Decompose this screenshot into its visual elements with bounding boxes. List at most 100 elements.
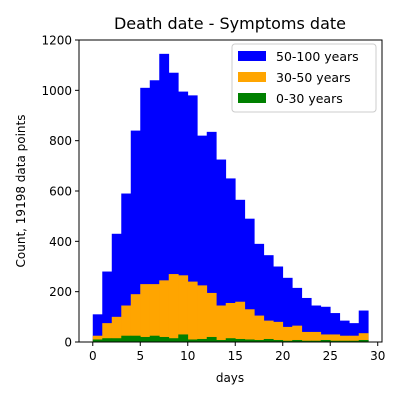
bar-series-1-bin-9: [178, 275, 189, 342]
bar-series-2-bin-14: [225, 338, 236, 342]
bar-series-1-bin-4: [130, 294, 141, 342]
bar-series-1-bin-19: [273, 321, 284, 342]
bar-series-2-bin-0: [92, 339, 103, 342]
bar-series-1-bin-17: [254, 315, 265, 342]
x-tick-label: 5: [136, 349, 144, 363]
bar-series-1-bin-26: [339, 335, 350, 342]
bar-series-1-bin-7: [159, 280, 170, 342]
y-tick-label: 0: [64, 336, 72, 350]
bar-series-0-bin-27: [349, 323, 360, 343]
bar-series-2-bin-17: [254, 339, 265, 342]
bar-series-2-bin-24: [320, 339, 331, 342]
bar-series-0-bin-9: [178, 91, 189, 342]
bar-series-0-bin-7: [159, 53, 170, 343]
bar-series-2-bin-19: [273, 339, 284, 342]
bar-series-1-bin-6: [149, 284, 160, 342]
bar-series-2-bin-1: [102, 338, 113, 342]
bar-series-1-bin-0: [92, 335, 103, 342]
bar-series-1-bin-13: [216, 305, 227, 342]
bar-series-0-bin-24: [320, 306, 331, 342]
bar-series-2-bin-10: [187, 339, 198, 342]
bar-series-2-bin-27: [349, 340, 360, 342]
bar-series-1-bin-2: [111, 316, 122, 342]
bar-series-2-bin-9: [178, 334, 189, 342]
y-tick-label: 600: [49, 185, 72, 199]
bar-series-2-bin-2: [111, 338, 122, 342]
bar-series-2-bin-8: [168, 338, 179, 342]
bar-series-1-bin-11: [197, 285, 208, 343]
bar-series-1-bin-5: [140, 284, 151, 342]
bar-series-2-bin-6: [149, 335, 160, 342]
bar-series-0-bin-21: [292, 287, 303, 342]
x-axis-label: days: [216, 371, 244, 385]
bar-series-2-bin-26: [339, 340, 350, 342]
bar-series-1-bin-15: [235, 301, 246, 342]
y-tick-label: 1200: [41, 34, 72, 48]
bar-series-1-bin-1: [102, 323, 113, 343]
bar-series-1-bin-14: [225, 302, 236, 342]
bar-series-0-bin-17: [254, 243, 265, 342]
bar-series-0-bin-26: [339, 320, 350, 342]
y-tick-label: 1000: [41, 84, 72, 98]
bars-group: [92, 53, 369, 343]
y-tick-label: 200: [49, 285, 72, 299]
x-tick-label: 10: [180, 349, 195, 363]
bar-series-0-bin-19: [273, 266, 284, 342]
bar-series-2-bin-3: [121, 335, 132, 342]
bar-series-0-bin-20: [282, 277, 293, 342]
legend-swatch: [238, 72, 266, 82]
bar-series-1-bin-28: [358, 333, 369, 342]
bar-series-0-bin-0: [92, 314, 103, 342]
bar-series-2-bin-18: [263, 338, 274, 342]
bar-series-2-bin-28: [358, 339, 369, 342]
bar-series-1-bin-20: [282, 326, 293, 342]
bar-series-0-bin-6: [149, 80, 160, 343]
x-axis-ticks: 0 5 10 15 20 25 30: [89, 342, 385, 363]
x-tick-label: 15: [228, 349, 243, 363]
bar-series-2-bin-20: [282, 340, 293, 342]
bar-series-2-bin-11: [197, 338, 208, 342]
bar-series-0-bin-11: [197, 135, 208, 342]
x-tick-label: 20: [275, 349, 290, 363]
bar-series-0-bin-4: [130, 130, 141, 342]
bar-series-2-bin-25: [330, 340, 341, 342]
bar-series-2-bin-13: [216, 339, 227, 342]
bar-series-2-bin-16: [244, 339, 255, 342]
bar-series-2-bin-21: [292, 339, 303, 342]
x-tick-label: 30: [370, 349, 385, 363]
bar-series-0-bin-18: [263, 255, 274, 342]
bar-series-1-bin-27: [349, 335, 360, 342]
bar-series-1-bin-12: [206, 292, 217, 342]
bar-series-1-bin-3: [121, 305, 132, 342]
bar-series-2-bin-7: [159, 336, 170, 342]
bar-series-1-bin-22: [301, 331, 312, 342]
bar-series-0-bin-2: [111, 233, 122, 342]
bar-series-0-bin-28: [358, 310, 369, 342]
bar-series-0-bin-10: [187, 95, 198, 343]
bar-series-2-bin-12: [206, 336, 217, 342]
bar-series-0-bin-14: [225, 178, 236, 342]
bar-series-1-bin-16: [244, 309, 255, 342]
bar-series-0-bin-15: [235, 199, 246, 342]
bar-series-0-bin-16: [244, 218, 255, 342]
bar-series-1-bin-25: [330, 334, 341, 342]
bar-series-1-bin-18: [263, 320, 274, 342]
bar-series-0-bin-8: [168, 72, 179, 342]
legend-swatch: [238, 93, 266, 103]
bar-series-0-bin-13: [216, 159, 227, 342]
chart-title: Death date - Symptoms date: [114, 14, 346, 33]
legend-frame: [231, 43, 377, 113]
legend: 50-100 years 30-50 years 0-30 years: [231, 43, 377, 113]
bar-series-1-bin-24: [320, 334, 331, 342]
y-axis-label: Count, 19198 data points: [14, 115, 28, 268]
y-tick-label: 800: [49, 134, 72, 148]
bar-series-2-bin-22: [301, 340, 312, 342]
bar-series-0-bin-3: [121, 193, 132, 342]
bar-series-1-bin-21: [292, 325, 303, 342]
bar-series-0-bin-1: [102, 271, 113, 342]
bar-series-0-bin-5: [140, 87, 151, 342]
bar-series-0-bin-12: [206, 131, 217, 342]
legend-label: 0-30 years: [276, 91, 343, 106]
bar-series-0-bin-25: [330, 313, 341, 342]
